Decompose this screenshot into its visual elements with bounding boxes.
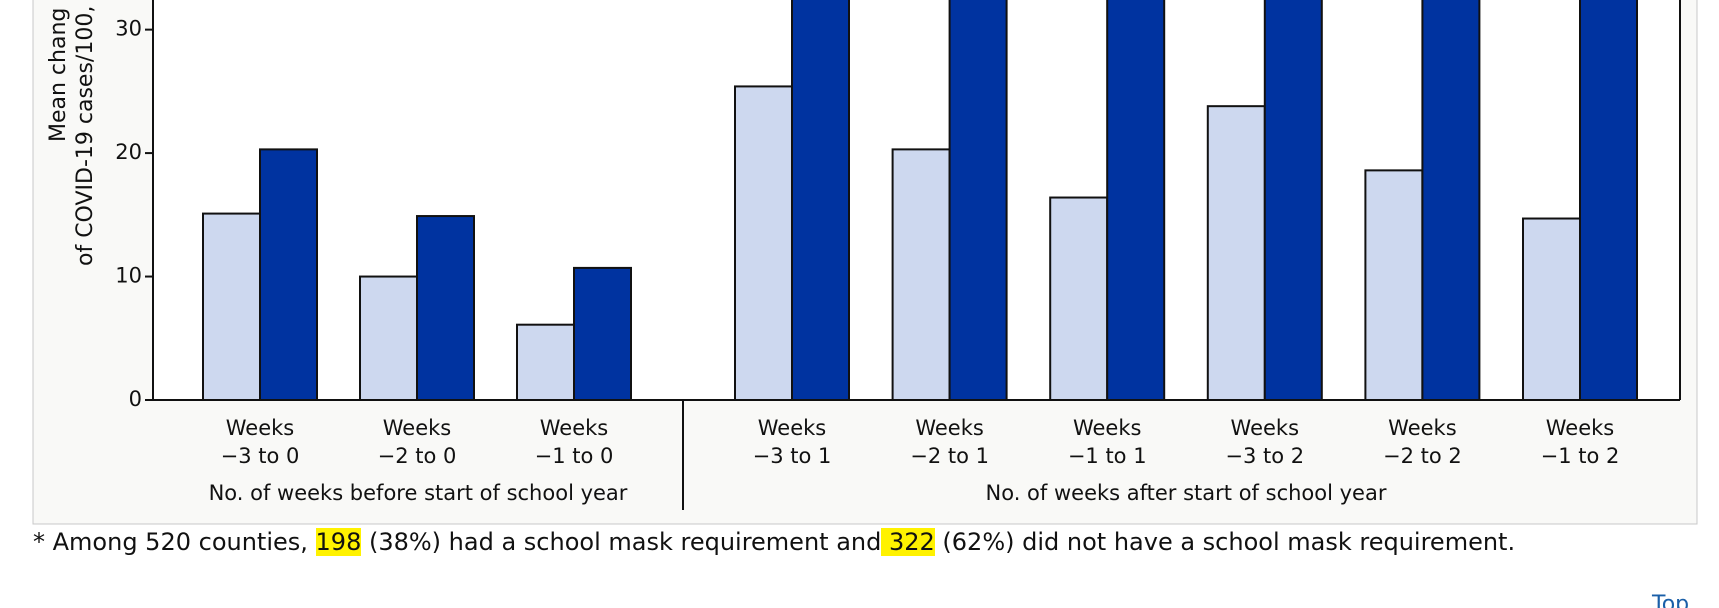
bar	[416, 215, 475, 401]
bar	[1421, 0, 1481, 401]
y-tick-label: 30	[115, 17, 142, 41]
footnote-text: * Among 520 counties,	[33, 528, 316, 556]
bar	[202, 212, 261, 401]
x-tick-label: Weeks	[226, 416, 294, 440]
bar	[891, 148, 951, 401]
group-label: No. of weeks before start of school year	[209, 481, 628, 505]
x-tick-label: −1 to 0	[535, 444, 614, 468]
y-tick-label: 0	[129, 387, 142, 411]
bar	[516, 323, 575, 401]
bar	[1522, 217, 1581, 401]
bar	[1579, 0, 1638, 401]
bar	[948, 0, 1008, 401]
bar	[1364, 169, 1424, 401]
x-tick-label: Weeks	[1388, 416, 1456, 440]
footnote-highlight: 198	[315, 528, 362, 556]
x-tick-label: Weeks	[1073, 416, 1141, 440]
x-tick-label: Weeks	[383, 416, 451, 440]
footnote-text: (62%) did not have a school mask require…	[934, 528, 1516, 556]
bar	[1049, 196, 1109, 401]
x-tick-label: −3 to 2	[1225, 444, 1304, 468]
bar	[791, 0, 850, 401]
x-tick-label: Weeks	[1231, 416, 1299, 440]
x-tick-label: Weeks	[915, 416, 983, 440]
x-tick-label: −1 to 1	[1068, 444, 1147, 468]
y-axis-label: of COVID-19 cases/100,	[73, 6, 98, 266]
x-tick-label: Weeks	[540, 416, 608, 440]
x-tick-label: Weeks	[1546, 416, 1614, 440]
top-link[interactable]: Top	[1652, 592, 1690, 608]
group-label: No. of weeks after start of school year	[986, 481, 1387, 505]
x-tick-label: −2 to 1	[910, 444, 989, 468]
bar	[359, 275, 418, 401]
x-tick-label: −3 to 0	[221, 444, 300, 468]
x-tick-label: −2 to 0	[378, 444, 457, 468]
y-tick-label: 10	[115, 264, 142, 288]
y-tick-label: 20	[115, 140, 142, 164]
bar	[1206, 105, 1266, 401]
footnote-text: (38%) had a school mask requirement and	[361, 528, 882, 556]
bar	[1263, 0, 1323, 401]
x-tick-label: −1 to 2	[1541, 444, 1620, 468]
bar	[1106, 0, 1166, 401]
bar	[573, 266, 632, 401]
footnote: * Among 520 counties, 198 (38%) had a sc…	[33, 528, 1515, 556]
bar	[259, 148, 318, 401]
y-axis-label: Mean chang	[46, 8, 71, 142]
footnote-highlight: 322	[881, 528, 935, 556]
x-tick-label: Weeks	[758, 416, 826, 440]
bar	[734, 85, 793, 401]
x-tick-label: −2 to 2	[1383, 444, 1462, 468]
x-tick-label: −3 to 1	[753, 444, 832, 468]
